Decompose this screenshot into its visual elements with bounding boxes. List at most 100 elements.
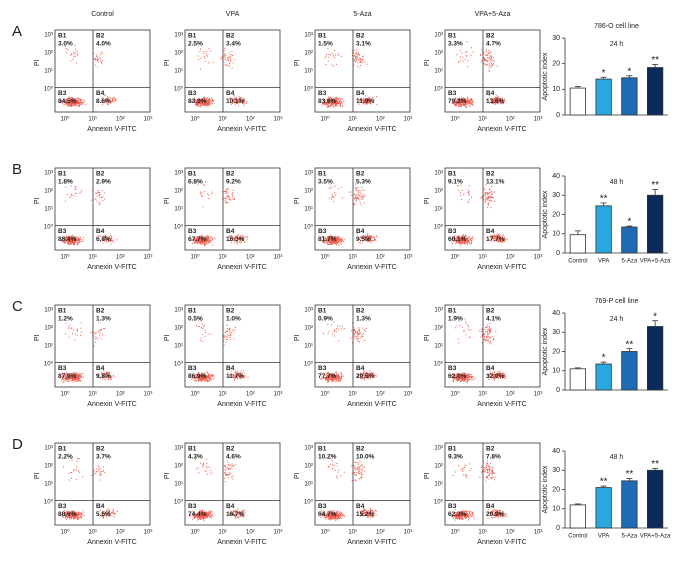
x-tick-label: 5-Aza [622,534,638,540]
x-tick-label: 10² [506,392,515,398]
quadrant-name: B3 [188,365,197,372]
quadrant-name: B4 [226,365,235,372]
row-label: D [12,436,23,453]
y-axis-label: PI [424,334,431,341]
quadrant-percent: 77.7% [318,373,337,380]
quadrant-percent: 1.2% [58,316,73,323]
x-tick-label: 10¹ [478,392,487,398]
x-tick-label: VPA [598,259,610,265]
bar [595,363,612,391]
column-title: Control [91,11,114,18]
y-tick-label: 10⁰ [304,86,314,93]
x-axis-label: Annexin V-FITC [87,264,136,271]
quadrant-name: B4 [356,365,365,372]
x-tick-label: 5-Aza [622,259,638,265]
chart-subtitle: 48 h [610,179,624,186]
quadrant-name: B2 [96,446,105,453]
y-tick-label: 10² [434,189,443,195]
event-cloud [190,181,248,247]
quadrant-percent: 32.0% [486,373,505,380]
event-cloud [450,317,507,383]
quadrant-percent: 88.6% [58,511,77,518]
y-tick-label: 10³ [174,307,183,313]
x-tick-label: 10¹ [88,255,97,261]
quadrant-percent: 13.6% [486,98,505,105]
y-tick-label: 10¹ [434,344,443,350]
y-axis-label: PI [34,59,41,66]
quadrant-name: B4 [226,90,235,97]
x-tick-label: 10³ [274,392,283,398]
plot-frame [444,304,541,388]
x-axis-label: Annexin V-FITC [217,264,266,271]
y-tick-label: 10¹ [44,69,53,75]
quadrant-name: B1 [58,446,67,453]
quadrant-percent: 87.9% [58,373,77,380]
y-tick-label: 10 [552,368,560,375]
bar [595,78,612,116]
x-tick-label: 10³ [534,530,543,536]
y-axis-label: PI [424,59,431,66]
y-tick-label: 10¹ [434,482,443,488]
y-tick-label: 20 [552,61,560,68]
quadrant-percent: 5.3% [356,179,371,186]
row-label: B [12,161,22,178]
y-tick-label: 30 [552,467,560,474]
quadrant-name: B3 [188,90,197,97]
plot-frame [184,442,281,526]
y-axis-label: PI [294,59,301,66]
quadrant-name: B2 [356,171,365,178]
y-tick-label: 10³ [434,170,443,176]
quadrant-percent: 4.0% [96,41,111,48]
plot-frame [184,29,281,113]
y-tick-label: 20 [552,348,560,355]
y-tick-label: 40 [552,448,560,455]
y-tick-label: 10² [434,326,443,332]
x-tick-label: 10² [116,530,125,536]
y-tick-label: 0 [556,250,560,257]
x-tick-label: 10⁰ [320,254,330,261]
quadrant-percent: 1.8% [58,179,73,186]
bar [647,326,664,391]
event-cloud [451,41,507,108]
significance: ** [600,194,608,205]
y-tick-label: 10¹ [304,344,313,350]
quadrant-percent: 1.5% [318,41,333,48]
y-tick-label: 10¹ [304,69,313,75]
x-tick-label: Control [568,534,587,540]
y-tick-label: 10 [552,506,560,513]
quadrant-percent: 81.7% [318,236,337,243]
x-tick-label: 10⁰ [190,391,200,398]
x-tick-label: 10³ [534,392,543,398]
event-cloud [60,44,117,108]
quadrant-percent: 88.4% [58,236,77,243]
quadrant-percent: 17.7% [486,236,505,243]
quadrant-percent: 16.7% [226,511,245,518]
plot-frame [314,167,411,251]
quadrant-name: B3 [448,503,457,510]
quadrant-percent: 83.9% [188,98,207,105]
x-tick-label: 10¹ [478,530,487,536]
y-tick-label: 10⁰ [174,86,184,93]
quadrant-percent: 11.9% [356,98,374,105]
quadrant-percent: 1.3% [96,316,111,323]
quadrant-name: B3 [58,228,67,235]
event-cloud [61,180,118,246]
x-tick-label: 10³ [144,392,153,398]
quadrant-percent: 2.5% [188,41,203,48]
x-axis-label: Annexin V-FITC [477,126,526,133]
chart-subtitle: 48 h [610,454,624,461]
quadrant-percent: 15.2% [356,511,375,518]
x-tick-label: 10⁰ [60,529,70,536]
event-cloud [451,184,508,247]
plot-frame [54,304,151,388]
y-tick-label: 10³ [44,445,53,451]
quadrant-name: B2 [356,33,365,40]
quadrant-percent: 1.3% [356,316,371,323]
bar [647,67,664,116]
quadrant-name: B2 [226,308,235,315]
x-tick-label: 10³ [274,117,283,123]
event-cloud [320,458,377,521]
x-tick-label: 10⁰ [190,116,200,123]
plot-frame [54,29,151,113]
y-tick-label: 10³ [304,307,313,313]
